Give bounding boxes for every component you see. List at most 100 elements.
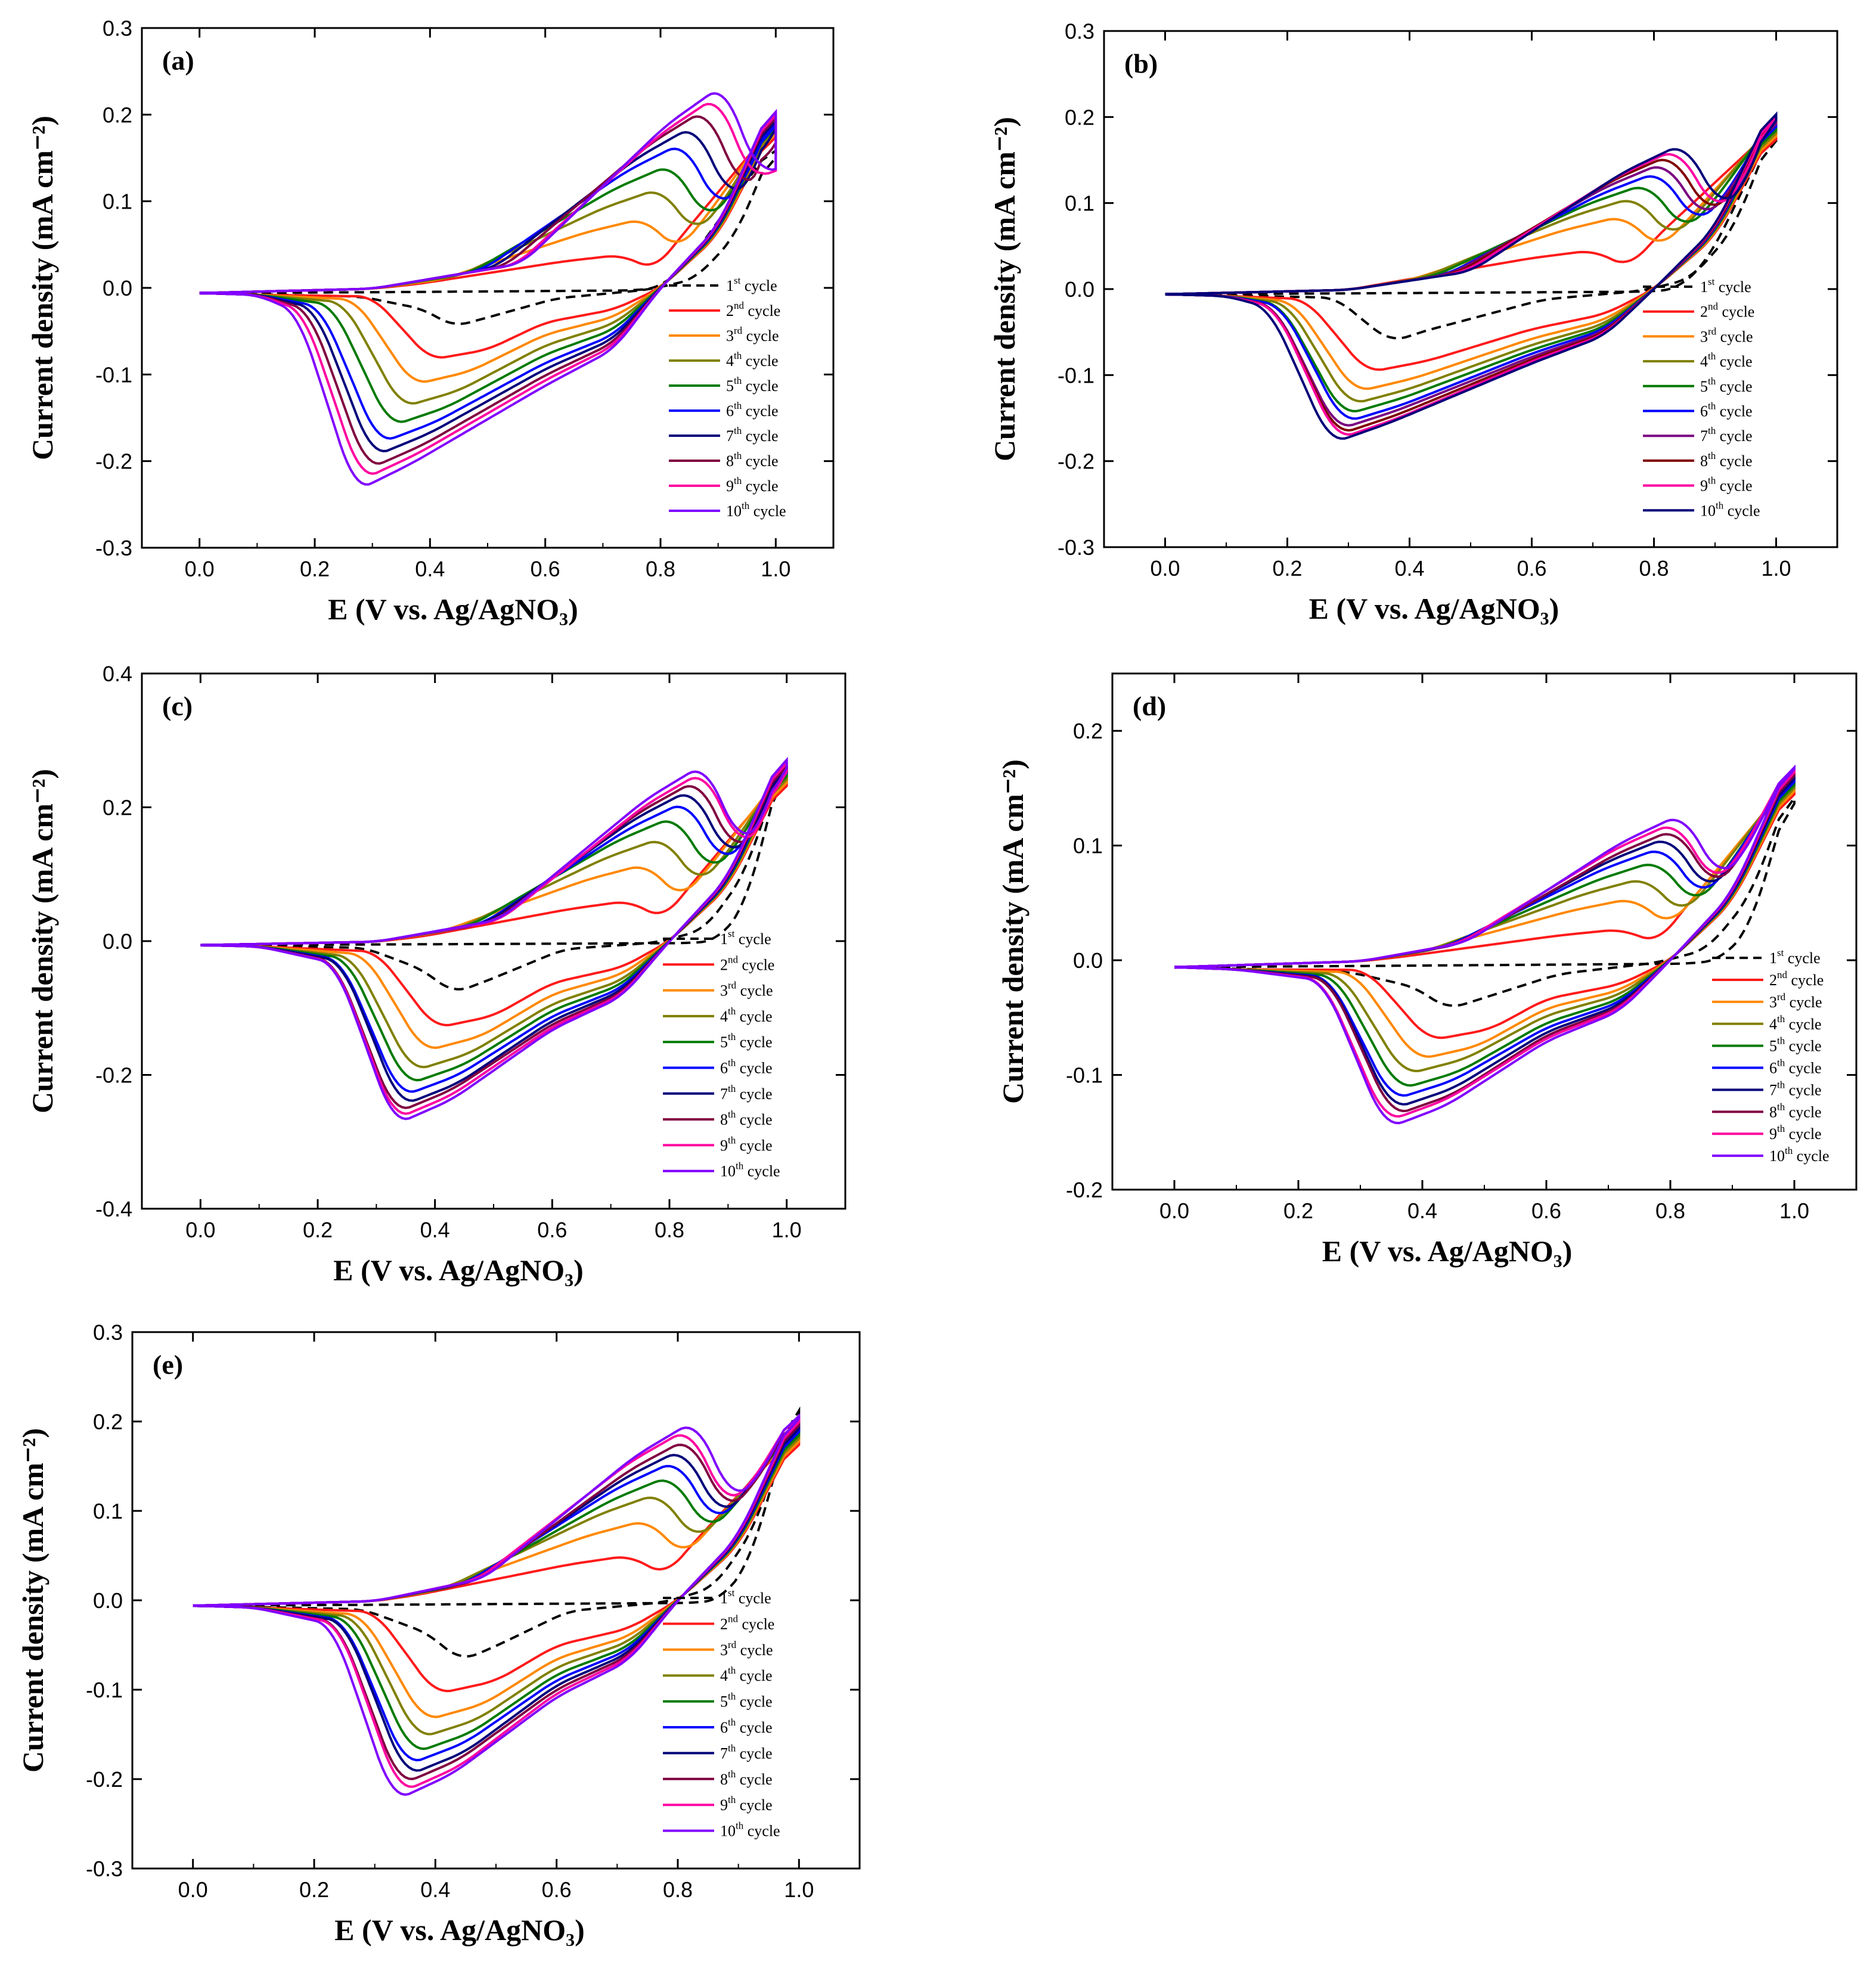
legend-label: 3rd cycle: [720, 980, 773, 1000]
legend-item: 2nd cycle: [1712, 969, 1824, 989]
legend-label: 6th cycle: [726, 400, 779, 420]
legend-label: 3rd cycle: [720, 1639, 773, 1659]
legend-item: 6th cycle: [663, 1717, 773, 1736]
series-line: [200, 778, 788, 1027]
y-tick-label: 0.1: [1073, 834, 1103, 858]
x-tick-label: 0.4: [1407, 1199, 1437, 1223]
panel-label: (d): [1133, 691, 1166, 721]
legend-label: 7th cycle: [1700, 425, 1753, 445]
legend-label: 9th cycle: [1700, 475, 1753, 495]
legend-label: 4th cycle: [1769, 1013, 1822, 1033]
series-line: [1174, 786, 1796, 1039]
legend-item: 10th cycle: [663, 1820, 780, 1840]
y-tick-label: -0.2: [95, 449, 132, 474]
legend-label: 2nd cycle: [726, 300, 780, 319]
y-tick-label: -0.3: [1058, 535, 1094, 560]
series-line: [1174, 764, 1796, 1125]
y-tick-label: -0.3: [95, 536, 132, 560]
y-tick-label: -0.1: [86, 1678, 123, 1702]
legend-label: 2nd cycle: [720, 954, 774, 973]
legend-label: 10th cycle: [1769, 1145, 1830, 1165]
legend-item: 5th cycle: [1643, 375, 1753, 395]
x-tick-label: 0.8: [655, 1218, 684, 1242]
x-tick-label: 0.6: [1517, 556, 1546, 581]
legend-label: 3rd cycle: [1700, 325, 1753, 345]
curves: [193, 1406, 801, 1796]
x-tick-label: 0.4: [415, 557, 445, 581]
legend-label: 8th cycle: [720, 1768, 773, 1788]
series-line: [193, 1406, 801, 1658]
legend-item: 3rd cycle: [669, 325, 779, 344]
legend-label: 5th cycle: [1700, 375, 1753, 395]
y-axis-title: Current density (mA cm⁻²): [996, 759, 1030, 1104]
y-axis-title: Current density (mA cm⁻²): [988, 117, 1021, 461]
x-axis-title: E (V vs. Ag/AgNO₃): [328, 592, 578, 626]
series-line: [1165, 131, 1778, 371]
legend: 1st cycle 2nd cycle 3rd cycle 4th cycle 5th …: [663, 928, 780, 1180]
legend-item: 10th cycle: [669, 500, 786, 520]
y-tick-label: -0.1: [1058, 363, 1094, 387]
legend-item: 6th cycle: [1712, 1057, 1822, 1077]
chart-panel: 0.0 0.2 0.4 0.6 0.8 1.0 -0.3 -0.2 -0.1 0.0 0.1 0.2 0…: [988, 19, 1838, 625]
legend-item: 7th cycle: [1712, 1079, 1822, 1098]
x-tick-label: 1.0: [1761, 556, 1791, 581]
legend-item: 7th cycle: [669, 425, 779, 445]
series-line: [200, 763, 788, 1109]
y-tick-label: -0.4: [95, 1197, 132, 1221]
legend-item: 3rd cycle: [1643, 325, 1753, 345]
legend-item: 7th cycle: [1643, 425, 1753, 445]
legend: 1st cycle 2nd cycle 3rd cycle 4th cycle 5th …: [663, 1587, 780, 1840]
legend-item: 1st cycle: [669, 275, 777, 294]
series-line: [200, 766, 788, 1102]
legend-item: 5th cycle: [663, 1691, 773, 1711]
series-line: [199, 129, 777, 359]
x-tick-label: 0.8: [646, 557, 675, 581]
y-tick-label: 0.3: [93, 1320, 123, 1345]
legend-label: 8th cycle: [726, 450, 779, 470]
y-tick-label: 0.4: [103, 662, 132, 686]
legend-item: 9th cycle: [663, 1134, 773, 1154]
legend-label: 1st cycle: [726, 275, 777, 294]
y-tick-label: -0.2: [1066, 1178, 1103, 1202]
legend-item: 10th cycle: [663, 1160, 780, 1180]
x-axis-title: E (V vs. Ag/AgNO₃): [1309, 592, 1559, 625]
legend-label: 1st cycle: [1769, 947, 1821, 967]
chart-panel: 0.0 0.2 0.4 0.6 0.8 1.0 -0.4 -0.2 0.0 0.2 0.4 (c) E …: [26, 662, 846, 1287]
legend-label: 4th cycle: [1700, 350, 1753, 370]
x-tick-label: 0.6: [1531, 1199, 1561, 1223]
curves: [200, 756, 788, 1121]
legend-label: 7th cycle: [720, 1083, 773, 1103]
panel-label: (c): [162, 691, 193, 721]
legend-label: 2nd cycle: [1769, 969, 1824, 989]
legend: 1st cycle 2nd cycle 3rd cycle 4th cycle 5th …: [669, 275, 786, 520]
x-tick-label: 1.0: [772, 1218, 802, 1242]
y-tick-label: 0.2: [103, 796, 132, 820]
legend-item: 2nd cycle: [663, 954, 774, 973]
x-tick-label: 0.0: [185, 1218, 215, 1242]
legend-label: 9th cycle: [1769, 1123, 1822, 1143]
x-tick-label: 0.4: [1394, 556, 1424, 581]
legend-label: 5th cycle: [726, 375, 779, 395]
x-tick-label: 0.2: [299, 1877, 329, 1902]
legend-label: 9th cycle: [720, 1134, 773, 1154]
legend-item: 5th cycle: [663, 1031, 773, 1051]
legend-label: 4th cycle: [720, 1005, 773, 1025]
legend-label: 8th cycle: [1700, 450, 1753, 470]
y-tick-label: -0.1: [1066, 1063, 1103, 1088]
legend-item: 7th cycle: [663, 1083, 773, 1103]
legend-label: 3rd cycle: [726, 325, 779, 344]
legend-label: 1st cycle: [720, 1587, 771, 1607]
legend-label: 2nd cycle: [720, 1613, 774, 1632]
x-axis-title: E (V vs. Ag/AgNO₃): [334, 1913, 585, 1947]
y-axis-title: Current density (mA cm⁻²): [26, 116, 59, 460]
legend-item: 10th cycle: [1643, 499, 1760, 519]
y-tick-label: 0.2: [1065, 105, 1094, 129]
x-tick-label: 0.6: [537, 1218, 567, 1242]
legend-item: 8th cycle: [663, 1768, 773, 1788]
series-line: [1165, 134, 1778, 340]
curves: [1174, 764, 1796, 1125]
curves: [199, 92, 777, 486]
y-tick-label: -0.2: [95, 1063, 132, 1088]
legend-label: 7th cycle: [1769, 1079, 1822, 1098]
legend-label: 1st cycle: [720, 928, 771, 948]
